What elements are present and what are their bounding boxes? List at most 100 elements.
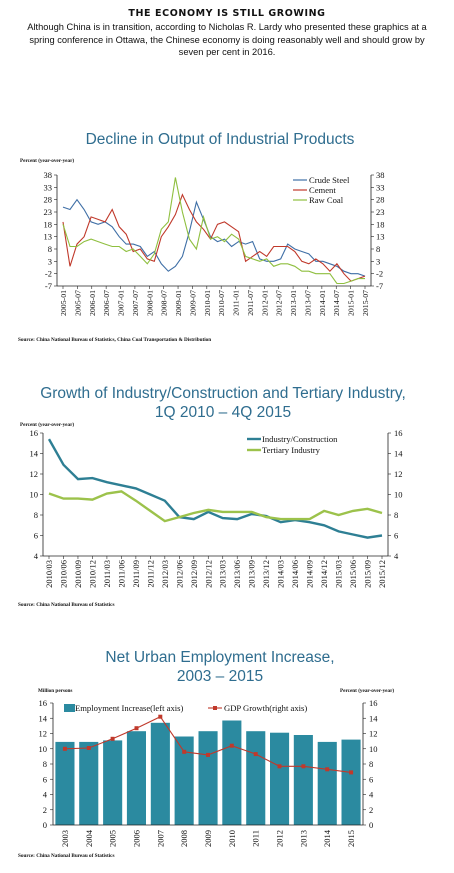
y-tick-label-right: 4 xyxy=(369,790,374,800)
x-tick-label: 2007 xyxy=(155,830,165,847)
x-tick-label: 2010/09 xyxy=(73,560,83,588)
urban-employment-svg: Net Urban Employment Increase, 2003 – 201… xyxy=(18,649,394,859)
employment-bar xyxy=(126,731,146,825)
x-tick-label: 2015/03 xyxy=(334,560,344,588)
x-tick-label: 2009-07 xyxy=(188,290,197,316)
x-tick-label: 2015/06 xyxy=(348,560,358,588)
y-tick-label-left: 38 xyxy=(44,170,53,180)
legend-label: Industry/Construction xyxy=(262,434,338,444)
source-note: Source: China National Bureau of Statist… xyxy=(18,602,115,608)
chart-title-line1: Growth of Industry/Construction and Tert… xyxy=(40,385,406,402)
source-note: Source: China National Bureau of Statist… xyxy=(18,853,115,859)
x-tick-label: 2012-07 xyxy=(275,290,284,316)
legend-label: Cement xyxy=(309,185,336,195)
x-tick-label: 2008-01 xyxy=(145,290,154,316)
y-tick-label-left: 18 xyxy=(44,219,53,229)
chart-title-line2: 1Q 2010 – 4Q 2015 xyxy=(155,404,291,421)
x-tick-label: 2007-01 xyxy=(117,290,126,316)
y-tick-label-left: 14 xyxy=(39,713,48,723)
y-tick-label-right: 28 xyxy=(376,195,385,205)
x-tick-label: 2014/12 xyxy=(319,560,329,588)
source-note: Source: China National Bureau of Statist… xyxy=(18,337,211,343)
legend-swatch-marker xyxy=(213,706,217,710)
x-tick-label: 2015/12 xyxy=(377,560,387,588)
y-tick-label-left: 8 xyxy=(43,759,47,769)
y-tick-label-left: 6 xyxy=(34,531,38,541)
legend-label: Crude Steel xyxy=(309,175,350,185)
gdp-point xyxy=(86,746,91,750)
x-tick-label: 2013/09 xyxy=(247,560,257,588)
industry-tertiary-chart: Growth of Industry/Construction and Tert… xyxy=(0,378,454,613)
y-tick-label-left: 2 xyxy=(43,805,47,815)
y-axis-label: Percent (year-over-year) xyxy=(20,157,74,164)
x-tick-label: 2014/09 xyxy=(305,560,315,588)
industrial-output-svg: Decline in Output of Industrial Products… xyxy=(18,131,385,343)
x-tick-label: 2012 xyxy=(275,830,285,847)
x-tick-label: 2012/12 xyxy=(203,560,213,588)
y-tick-label-right: -7 xyxy=(376,281,383,291)
gdp-point xyxy=(277,764,282,769)
x-tick-label: 2012/09 xyxy=(189,560,199,588)
y-tick-label-right: 33 xyxy=(376,182,385,192)
y-tick-label-left: -7 xyxy=(45,281,52,291)
x-tick-label: 2009-01 xyxy=(174,290,183,316)
x-tick-label: 2005-07 xyxy=(73,290,82,316)
x-tick-label: 2013/12 xyxy=(261,560,271,588)
x-tick-label: 2011/03 xyxy=(102,560,112,588)
y-tick-label-left: 12 xyxy=(39,729,48,739)
y-tick-label-left: 8 xyxy=(34,510,38,520)
gdp-point xyxy=(301,764,306,769)
x-tick-label: 2013/03 xyxy=(218,560,228,588)
x-tick-label: 2011/12 xyxy=(145,560,155,588)
series-line xyxy=(48,490,383,523)
x-tick-label: 2007-07 xyxy=(131,290,140,316)
y-tick-label-right: 14 xyxy=(369,713,378,723)
gdp-point xyxy=(134,726,139,731)
gdp-point xyxy=(62,746,67,751)
y-tick-label-right: 16 xyxy=(369,698,378,708)
x-tick-label: 2010/06 xyxy=(58,560,68,588)
gdp-point xyxy=(110,736,115,741)
legend-label: Tertiary Industry xyxy=(262,445,321,455)
x-tick-label: 2005-01 xyxy=(59,290,68,316)
x-tick-label: 2011/06 xyxy=(116,560,126,588)
x-tick-label: 2004 xyxy=(84,829,94,847)
x-tick-label: 2015/09 xyxy=(363,560,373,588)
y-tick-label-left: 16 xyxy=(30,428,39,438)
x-tick-label: 2011 xyxy=(251,830,261,847)
x-tick-label: 2014/03 xyxy=(276,560,286,588)
y-tick-label-right: 12 xyxy=(369,729,378,739)
legend-label: Raw Coal xyxy=(309,195,344,205)
y-tick-label-right: 12 xyxy=(394,469,403,479)
legend-label: Employment Increase(left axis) xyxy=(75,703,183,713)
x-tick-label: 2006 xyxy=(131,830,141,847)
chart-title-line1: Net Urban Employment Increase, xyxy=(105,649,334,666)
gdp-point xyxy=(325,767,330,772)
y-tick-label-left: 10 xyxy=(39,744,48,754)
x-tick-label: 2012/03 xyxy=(160,560,170,588)
x-tick-label: 2013-07 xyxy=(303,290,312,316)
x-tick-label: 2006-01 xyxy=(88,290,97,316)
y-tick-label-left: 4 xyxy=(43,790,48,800)
x-tick-label: 2011-01 xyxy=(232,290,241,316)
y-tick-label-left: 33 xyxy=(44,182,53,192)
x-tick-label: 2014 xyxy=(322,829,332,847)
headline: THE ECONOMY IS STILL GROWING xyxy=(128,8,326,19)
y-tick-label-left: 4 xyxy=(34,551,39,561)
gdp-point xyxy=(349,770,354,775)
y-axis-label-left: Million persons xyxy=(38,688,72,694)
y-tick-label-right: 4 xyxy=(394,551,399,561)
y-tick-label-right: 16 xyxy=(394,428,403,438)
industry-tertiary-svg: Growth of Industry/Construction and Tert… xyxy=(18,385,406,608)
employment-bar xyxy=(198,731,218,825)
y-tick-label-right: 13 xyxy=(376,232,385,242)
employment-bar xyxy=(79,741,99,825)
y-tick-label-right: 3 xyxy=(376,256,380,266)
employment-bar xyxy=(270,732,290,825)
y-tick-label-right: 23 xyxy=(376,207,385,217)
x-tick-label: 2010-07 xyxy=(217,290,226,316)
y-tick-label-left: 16 xyxy=(39,698,48,708)
employment-bar xyxy=(55,741,75,825)
legend-label: GDP Growth(right axis) xyxy=(224,703,307,713)
employment-bar xyxy=(103,740,123,825)
